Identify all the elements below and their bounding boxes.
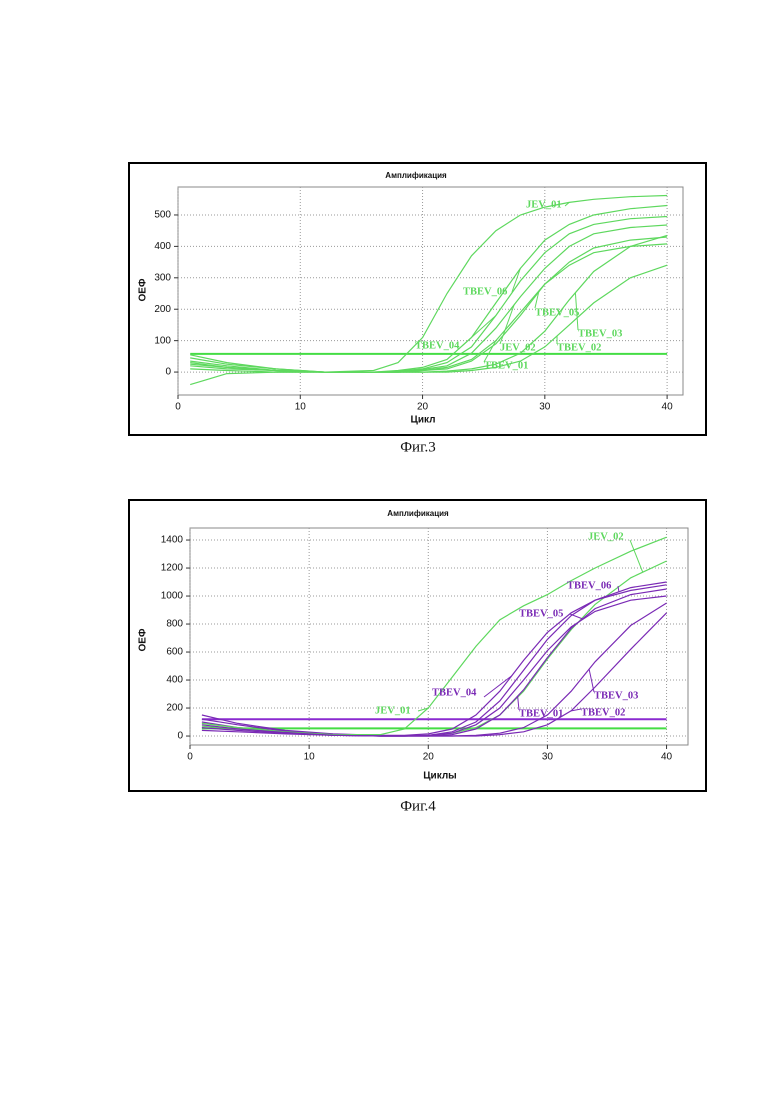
y-tick-label: 200 (154, 304, 171, 315)
y-tick-label: 0 (165, 367, 171, 378)
y-tick-label: 100 (154, 335, 171, 346)
x-tick-label: 10 (295, 402, 307, 413)
curve-label: TBEV_01 (484, 360, 528, 371)
x-tick-label: 10 (304, 752, 316, 763)
curve-label: TBEV_06 (567, 580, 611, 591)
page: {"chart_data": [ {"type": "line", "title… (0, 0, 780, 1103)
x-tick-label: 20 (417, 402, 429, 413)
y-tick-label: 300 (154, 272, 171, 283)
y-tick-label: 800 (166, 619, 183, 630)
y-tick-label: 400 (154, 241, 171, 252)
curve-label: JEV_01 (526, 199, 562, 210)
curve-label: TBEV_05 (519, 608, 563, 619)
y-tick-label: 600 (166, 647, 183, 658)
curve-label: TBEV_03 (594, 690, 638, 701)
figure-caption: Фиг.3 (400, 439, 436, 455)
x-tick-label: 30 (539, 402, 551, 413)
plot-area (178, 187, 683, 395)
curve-label: JEV_01 (375, 705, 411, 716)
y-tick-label: 1000 (161, 591, 184, 602)
chart-title: Амплификация (387, 509, 449, 518)
x-tick-label: 20 (423, 752, 435, 763)
curve-label: TBEV_02 (581, 707, 625, 718)
y-tick-label: 400 (166, 675, 183, 686)
curve-label: TBEV_02 (557, 342, 601, 353)
curve-label: TBEV_04 (415, 340, 460, 351)
curve-label: TBEV_03 (578, 328, 622, 339)
x-tick-label: 40 (661, 752, 673, 763)
figure-caption: Фиг.4 (400, 798, 436, 814)
chart-title: Амплификация (385, 171, 447, 180)
x-axis-label: Цикл (411, 415, 436, 426)
curve-label: JEV_02 (588, 531, 624, 542)
y-tick-label: 500 (154, 210, 171, 221)
curve-label: TBEV_04 (432, 687, 477, 698)
y-tick-label: 1400 (161, 535, 184, 546)
y-axis-label: ОЕФ (138, 278, 149, 301)
x-tick-label: 0 (187, 752, 193, 763)
curve-label: TBEV_05 (535, 307, 579, 318)
curve-label: TBEV_06 (463, 286, 507, 297)
x-tick-label: 40 (662, 402, 674, 413)
y-tick-label: 200 (166, 703, 183, 714)
curve-label: TBEV_01 (519, 708, 563, 719)
y-tick-label: 0 (177, 731, 183, 742)
x-tick-label: 30 (542, 752, 554, 763)
curve-label: JEV_02 (500, 342, 536, 353)
x-axis-label: Циклы (423, 771, 456, 782)
x-tick-label: 0 (175, 402, 181, 413)
page-canvas: АмплификацияЦиклОЕФФиг.30102030400100200… (0, 0, 780, 1103)
y-tick-label: 1200 (161, 563, 184, 574)
y-axis-label: ОЕФ (138, 628, 149, 651)
